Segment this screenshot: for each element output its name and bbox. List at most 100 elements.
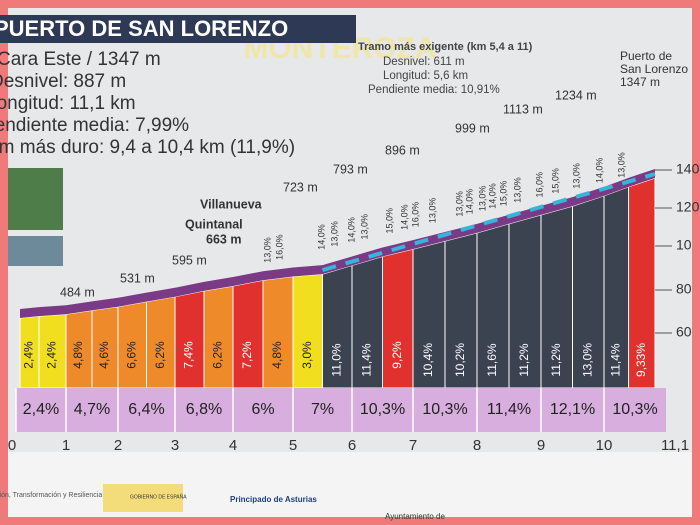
altitude-label: Quintanal bbox=[185, 217, 243, 231]
footer-text: Principado de Asturias bbox=[230, 495, 317, 504]
km-tick: 8 bbox=[473, 437, 481, 454]
bar-label: 6,6% bbox=[124, 341, 138, 369]
profile-stripe bbox=[20, 169, 655, 318]
tramo-line: Pendiente media: 10,91% bbox=[368, 84, 500, 96]
bar-label: 6,2% bbox=[211, 341, 225, 369]
km-gradient: 10,3% bbox=[422, 401, 467, 418]
bar-label: 10,4% bbox=[421, 343, 435, 377]
bar-label: 4,6% bbox=[97, 341, 111, 369]
summit-label: Puerto de bbox=[620, 49, 672, 63]
bar-label: 7,2% bbox=[240, 341, 254, 369]
bar-label: 11,2% bbox=[549, 343, 563, 376]
header-line: Km más duro: 9,4 a 10,4 km (11,9%) bbox=[0, 137, 295, 158]
altitude-tick: 10 bbox=[676, 237, 692, 253]
km-gradient: 2,4% bbox=[23, 401, 59, 418]
gradient-bar bbox=[232, 279, 264, 389]
header-line: Longitud: 11,1 km bbox=[0, 93, 136, 114]
bar-label: 11,4% bbox=[608, 343, 622, 376]
steep-mark: 14,0% bbox=[346, 217, 356, 243]
steep-mark: 14,0% bbox=[399, 204, 409, 230]
altitude-label: 595 m bbox=[172, 253, 207, 267]
photo bbox=[8, 236, 63, 266]
km-tick: 7 bbox=[409, 437, 417, 454]
altitude-label: 484 m bbox=[60, 285, 95, 299]
km-gradient: 7% bbox=[311, 401, 334, 418]
km-gradient: 6,4% bbox=[128, 401, 164, 418]
bar-label: 11,4% bbox=[359, 343, 373, 376]
header-line: Desnivel: 887 m bbox=[0, 71, 126, 92]
km-tick: 0 bbox=[8, 437, 16, 454]
gradient-bar bbox=[203, 285, 234, 389]
header-line: Cara Este / 1347 m bbox=[0, 49, 161, 70]
profile-edge bbox=[321, 172, 656, 273]
km-tick: 2 bbox=[114, 437, 122, 454]
title-band bbox=[0, 15, 356, 43]
photo bbox=[8, 168, 63, 230]
km-tick: 11,1 bbox=[661, 437, 689, 454]
steep-mark: 13,0% bbox=[477, 186, 487, 212]
bar-label: 4,8% bbox=[71, 341, 85, 369]
hardest-section: Tramo más exigente (km 5,4 a 11) Desnivel… bbox=[358, 41, 533, 96]
altitude-tick: 120 bbox=[676, 199, 700, 215]
km-gradient: 11,4% bbox=[487, 401, 531, 418]
bar-label: 11,2% bbox=[517, 343, 531, 376]
steep-mark: 16,0% bbox=[410, 202, 420, 228]
km-gradient: 6,8% bbox=[186, 401, 222, 418]
tramo-title: Tramo más exigente (km 5,4 a 11) bbox=[358, 41, 533, 53]
header-line: Pendiente media: 7,99% bbox=[0, 115, 189, 136]
km-tick: 6 bbox=[348, 437, 356, 454]
logo bbox=[103, 484, 183, 512]
altitude-label: 531 m bbox=[120, 271, 155, 285]
bar-label: 9,2% bbox=[390, 341, 404, 369]
altitude-tick: 60 bbox=[676, 324, 692, 340]
km-tick: 10 bbox=[596, 437, 613, 454]
steep-mark: 14,0% bbox=[464, 189, 474, 215]
km-gradient: 10,3% bbox=[360, 401, 405, 418]
altitude-label: Villanueva bbox=[200, 197, 263, 211]
steep-mark: 15,0% bbox=[384, 208, 394, 234]
bar-label: 10,2% bbox=[453, 343, 467, 377]
altitude-label: 723 m bbox=[283, 180, 318, 194]
altitude-label: 896 m bbox=[385, 143, 420, 157]
km-gradient: 4,7% bbox=[74, 401, 110, 418]
steep-mark: 13,0% bbox=[512, 177, 522, 203]
steep-mark: 15,0% bbox=[498, 181, 508, 207]
km-tick: 5 bbox=[289, 437, 297, 454]
bar-label: 4,8% bbox=[270, 341, 284, 369]
steep-mark: 13,0% bbox=[616, 152, 626, 178]
bar-label: 3,0% bbox=[300, 341, 314, 369]
km-gradient: 12,1% bbox=[550, 401, 595, 418]
km-tick: 9 bbox=[537, 437, 545, 454]
bar-label: 9,33% bbox=[634, 343, 648, 377]
altitude-label: 999 m bbox=[455, 121, 490, 135]
steep-mark: 13,0% bbox=[571, 163, 581, 189]
steep-mark: 16,0% bbox=[274, 234, 284, 260]
steep-mark: 14,0% bbox=[487, 183, 497, 209]
steep-mark: 14,0% bbox=[316, 224, 326, 250]
footer-text: Plan de Recuperación, Transformación y R… bbox=[0, 492, 102, 499]
summit-label: San Lorenzo bbox=[620, 62, 688, 76]
km-tick: 3 bbox=[171, 437, 179, 454]
km-tick: 1 bbox=[62, 437, 70, 454]
altitude-label: 663 m bbox=[206, 232, 241, 246]
title: PUERTO DE SAN LORENZO bbox=[0, 16, 288, 41]
km-row bbox=[16, 388, 666, 432]
bar-label: 6,2% bbox=[153, 341, 167, 369]
steep-mark: 16,0% bbox=[534, 172, 544, 198]
altitude-label: 1234 m bbox=[555, 88, 597, 102]
tramo-line: Longitud: 5,6 km bbox=[383, 70, 468, 82]
steep-mark: 14,0% bbox=[594, 158, 604, 184]
tramo-line: Desnivel: 611 m bbox=[383, 56, 465, 68]
steep-mark: 13,0% bbox=[454, 191, 464, 217]
gradient-bar bbox=[262, 275, 294, 389]
bar-label: 2,4% bbox=[45, 341, 59, 369]
altitude-tick: 140 bbox=[676, 161, 700, 177]
gradient-bar bbox=[174, 290, 205, 389]
steep-mark: 15,0% bbox=[550, 168, 560, 194]
bar-label: 13,0% bbox=[580, 343, 594, 377]
footer-text: Ayuntamiento de bbox=[385, 512, 445, 521]
bar-label: 7,4% bbox=[182, 341, 196, 369]
